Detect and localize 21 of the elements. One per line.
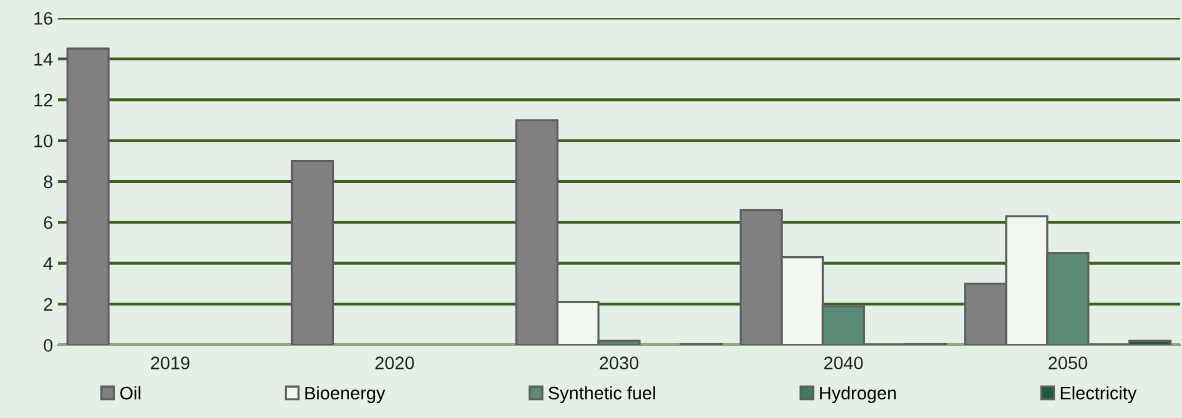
legend-label: Electricity [1060,386,1137,404]
legend-label: Hydrogen [820,386,896,404]
y-tick-label: 12 [34,93,53,107]
y-tick-label: 14 [34,53,53,66]
x-tick-label: 2030 [599,356,639,370]
x-tick-label: 2020 [375,356,414,370]
y-tick-label: 2 [44,298,53,311]
y-tick-label: 16 [34,11,53,25]
bar [290,160,335,345]
legend-label: Bioenergy [305,386,386,404]
x-tick-label: 2040 [824,356,863,370]
y-tick-label: 6 [44,216,53,230]
y-tick-label: 8 [43,175,53,189]
y-tick-label: 10 [34,134,53,148]
legend-label: Synthetic fuel [548,386,655,404]
x-tick-label: 2019 [151,356,190,370]
x-tick-label: 2050 [1048,356,1088,370]
y-tick-label: 0 [43,338,53,352]
y-tick-label: 4 [43,257,53,270]
legend-label: Oil [120,386,141,400]
bar [66,47,110,345]
